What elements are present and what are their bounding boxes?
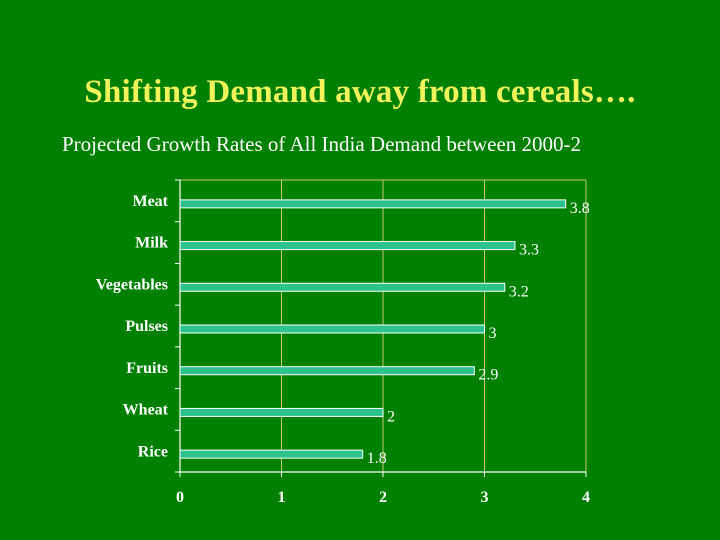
slide-title: Shifting Demand away from cereals…. — [84, 74, 636, 110]
data-label: 3 — [489, 325, 497, 342]
data-label: 2.9 — [478, 367, 498, 384]
category-label: Wheat — [123, 402, 169, 419]
labels: 0 1 2 3 4 Meat 3.8 Milk 3.3 Vegetables 3.2 Pulses 3 F… — [96, 193, 590, 506]
category-label: Rice — [138, 443, 168, 460]
category-label: Fruits — [126, 360, 168, 377]
category-label: Milk — [135, 235, 168, 252]
data-label: 2 — [387, 408, 395, 425]
category-label: Meat — [132, 193, 168, 210]
data-label: 3.8 — [570, 200, 590, 217]
bar — [179, 366, 475, 376]
bar — [179, 449, 364, 459]
bar — [179, 241, 516, 251]
slide-subtitle: Projected Growth Rates of All India Dema… — [62, 132, 582, 156]
bars — [179, 199, 567, 459]
x-tick-label: 3 — [481, 489, 489, 506]
bar — [179, 324, 485, 334]
data-label: 3.2 — [509, 283, 529, 300]
category-label: Pulses — [125, 318, 168, 335]
bar — [179, 199, 567, 209]
category-label: Vegetables — [96, 276, 168, 293]
x-tick-label: 1 — [278, 489, 286, 506]
data-label: 3.3 — [519, 242, 539, 259]
data-label: 1.8 — [367, 450, 387, 467]
bar — [179, 282, 506, 292]
bar — [179, 407, 384, 417]
x-tick-label: 4 — [582, 489, 590, 506]
x-tick-label: 2 — [379, 489, 387, 506]
x-tick-label: 0 — [176, 489, 184, 506]
